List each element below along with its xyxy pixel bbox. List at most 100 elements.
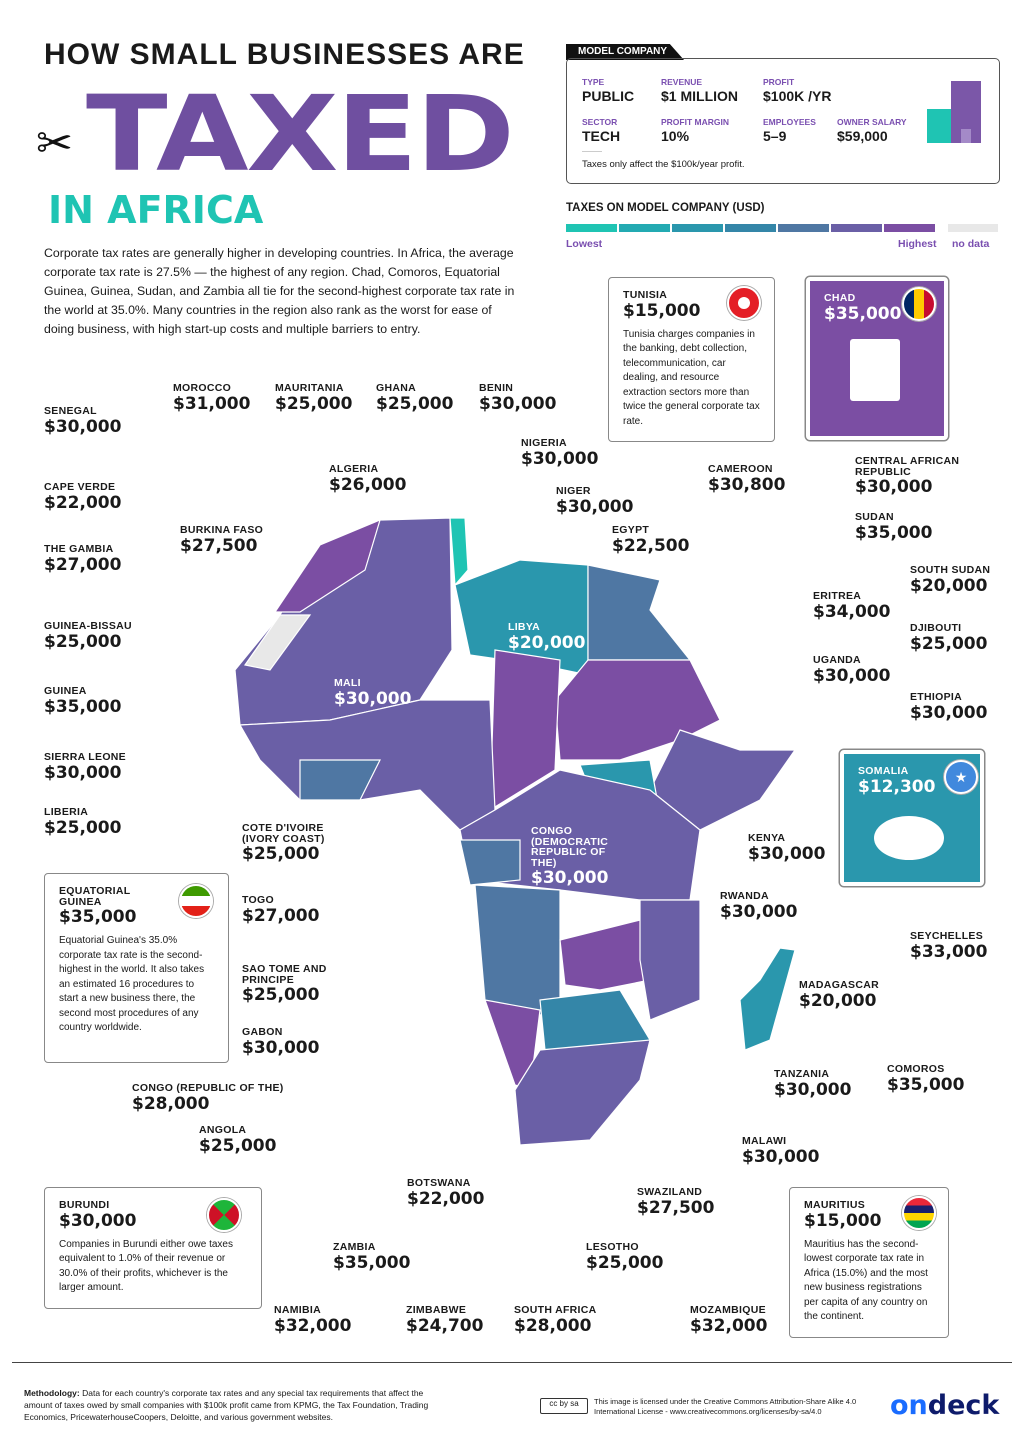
- country-name: TANZANIA: [774, 1068, 830, 1080]
- country-label: CENTRAL AFRICAN REPUBLIC $30,000: [855, 456, 975, 496]
- country-tax: $35,000: [887, 1074, 965, 1095]
- country-label: SOUTH SUDAN $20,000: [910, 565, 990, 595]
- country-label: CONGO (REPUBLIC OF THE) $28,000: [132, 1083, 284, 1113]
- country-name: UGANDA: [813, 654, 861, 666]
- callout-burundi: BURUNDI $30,000 Companies in Burundi eith…: [44, 1187, 262, 1309]
- legend-swatch: [778, 224, 829, 232]
- country-name: KENYA: [748, 832, 786, 844]
- country-label: NAMIBIA $32,000: [274, 1305, 351, 1335]
- country-tax: $25,000: [242, 844, 320, 864]
- country-tax: $31,000: [173, 393, 251, 414]
- country-tax: $24,700: [406, 1315, 484, 1336]
- country-tax: $25,000: [376, 393, 454, 414]
- country-tax: $25,000: [910, 633, 988, 654]
- country-label: SEYCHELLES $33,000: [910, 931, 987, 961]
- country-tax: $35,000: [44, 696, 122, 717]
- country-label: ALGERIA $26,000: [329, 464, 406, 494]
- country-tax: $25,000: [586, 1252, 664, 1273]
- country-label: MALAWI $30,000: [742, 1136, 819, 1166]
- country-name: SUDAN: [855, 511, 894, 523]
- country-name: NIGER: [556, 485, 591, 497]
- methodology: Methodology: Data for each country's cor…: [24, 1387, 444, 1423]
- country-tax: $27,000: [242, 905, 320, 926]
- country-name: SWAZILAND: [637, 1186, 703, 1198]
- country-tax: $35,000: [333, 1252, 411, 1273]
- country-label: TOGO $27,000: [242, 895, 319, 925]
- country-name: TUNISIA: [623, 289, 668, 301]
- country-label: GHANA $25,000: [376, 383, 453, 413]
- footer-divider: [12, 1362, 1012, 1363]
- building-icon: [927, 81, 981, 143]
- country-name: LIBYA: [508, 621, 541, 633]
- country-label: SOUTH AFRICA $28,000: [514, 1305, 597, 1335]
- country-tax: $35,000: [824, 303, 902, 324]
- field-label: TYPE: [582, 77, 605, 87]
- country-name: ERITREA: [813, 590, 862, 602]
- field-label: PROFIT: [763, 77, 795, 87]
- country-label: SAO TOME AND PRINCIPE $25,000: [242, 964, 342, 1004]
- country-label: DJIBOUTI $25,000: [910, 623, 987, 653]
- country-name: CHAD: [824, 292, 856, 304]
- country-tax: $25,000: [44, 817, 122, 838]
- license-text: This image is licensed under the Creativ…: [594, 1397, 857, 1416]
- country-label: BOTSWANA $22,000: [407, 1178, 484, 1208]
- field-label: OWNER SALARY: [837, 117, 907, 127]
- callout-tunisia: TUNISIA $15,000 Tunisia charges companies…: [608, 277, 775, 442]
- field-value: $100K /YR: [763, 88, 832, 104]
- country-name: BURUNDI: [59, 1199, 110, 1211]
- country-label: EGYPT $22,500: [612, 525, 689, 555]
- country-label: UGANDA $30,000: [813, 655, 890, 685]
- country-label: SUDAN $35,000: [855, 512, 932, 542]
- country-tax: $30,000: [242, 1037, 320, 1058]
- country-tax: $30,000: [556, 496, 634, 517]
- model-note: Taxes only affect the $100k/year profit.: [582, 159, 745, 170]
- country-tax: $28,000: [514, 1315, 592, 1336]
- country-label: ANGOLA $25,000: [199, 1125, 276, 1155]
- region-madagascar: [739, 947, 796, 1051]
- country-name: MOZAMBIQUE: [690, 1304, 766, 1316]
- country-tax: $35,000: [59, 907, 137, 927]
- country-label: GUINEA-BISSAU $25,000: [44, 621, 132, 651]
- country-name: ANGOLA: [199, 1124, 247, 1136]
- intro-text: Corporate tax rates are generally higher…: [44, 246, 515, 336]
- country-tax: $32,000: [274, 1315, 352, 1336]
- somalia-flag-icon: ★: [944, 760, 978, 794]
- legend-swatch: [831, 224, 882, 232]
- country-name: ZAMBIA: [333, 1241, 376, 1253]
- country-name: DJIBOUTI: [910, 622, 962, 634]
- document-magnifier-icon: [850, 339, 900, 401]
- country-tax: $25,000: [44, 631, 122, 652]
- country-name: LIBERIA: [44, 806, 89, 818]
- piggy-bank-icon: [874, 816, 944, 860]
- country-name: MOROCCO: [173, 382, 232, 394]
- country-tax: $27,500: [637, 1197, 715, 1218]
- country-tax: $30,000: [334, 688, 412, 709]
- cc-license-icon: cc by sa: [540, 1398, 588, 1414]
- methodology-label: Methodology:: [24, 1388, 80, 1398]
- country-name: SOMALIA: [858, 765, 909, 777]
- country-tax: $28,000: [132, 1093, 210, 1114]
- country-tax: $32,000: [690, 1315, 768, 1336]
- country-tax: $30,000: [748, 843, 826, 864]
- country-label: SWAZILAND $27,500: [637, 1187, 714, 1217]
- country-tax: $34,000: [813, 601, 891, 622]
- country-label: ZIMBABWE $24,700: [406, 1305, 483, 1335]
- country-tax: $20,000: [508, 632, 586, 653]
- country-name: EGYPT: [612, 524, 650, 536]
- mauritius-flag-icon: [902, 1196, 936, 1230]
- legend-no-data: no data: [952, 238, 990, 250]
- country-tax: $25,000: [199, 1135, 277, 1156]
- country-name: CAPE VERDE: [44, 481, 116, 493]
- country-name: CAMEROON: [708, 463, 773, 475]
- country-label: CAPE VERDE $22,000: [44, 482, 121, 512]
- country-name: SOUTH AFRICA: [514, 1304, 597, 1316]
- field-value: $1 MILLION: [661, 88, 739, 104]
- country-tax: $15,000: [804, 1210, 882, 1231]
- country-tax: $12,300: [858, 776, 936, 797]
- country-tax: $30,000: [813, 665, 891, 686]
- country-label: MALI $30,000: [334, 678, 411, 708]
- region-south-africa: [514, 1039, 651, 1146]
- country-name: NAMIBIA: [274, 1304, 322, 1316]
- country-label: CAMEROON $30,800: [708, 464, 785, 494]
- country-tax: $30,000: [720, 901, 798, 922]
